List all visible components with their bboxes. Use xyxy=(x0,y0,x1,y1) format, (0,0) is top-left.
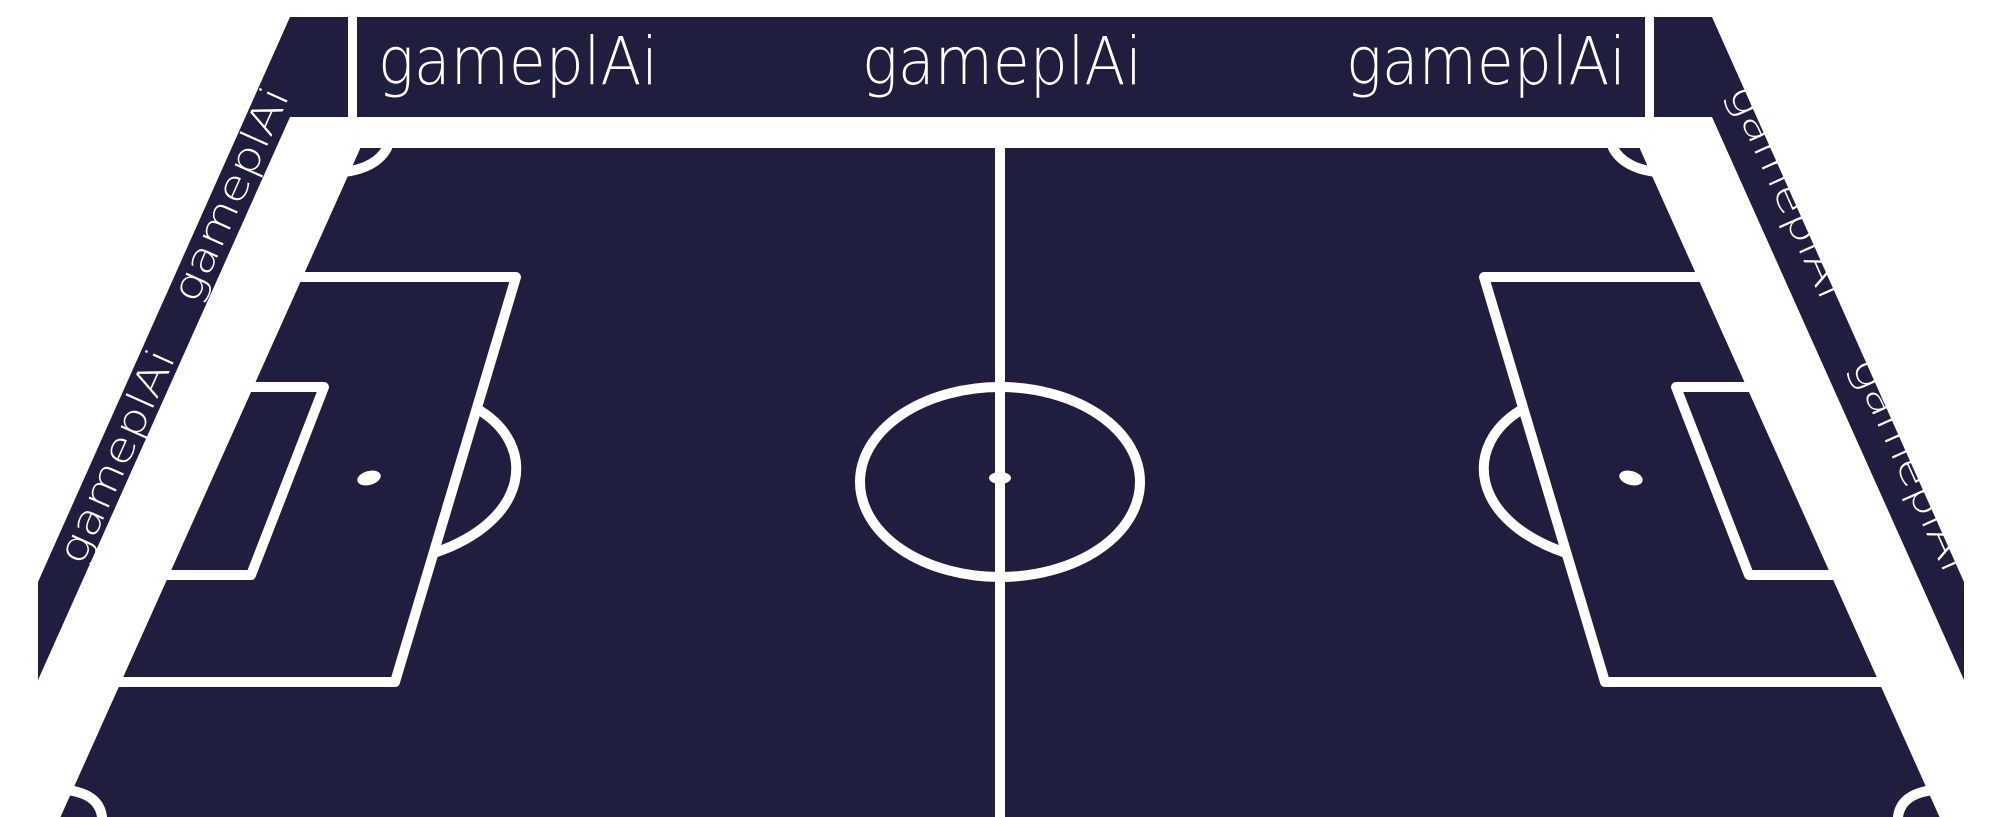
top-ad-wordmark-right: gameplAi xyxy=(1346,23,1626,100)
left-penalty-arc xyxy=(429,405,522,558)
left-goal-line xyxy=(50,143,360,817)
pitch-spots xyxy=(357,470,1643,486)
corner-arc-bottom-left xyxy=(61,785,107,817)
top-ad-board-main xyxy=(357,17,1645,117)
top-ad-board-right-wing xyxy=(1654,17,1712,117)
top-ad-wordmark-left: gameplAi xyxy=(378,23,658,100)
top-ad-board: gameplAi gameplAi gameplAi xyxy=(290,17,1712,117)
right-penalty-area xyxy=(1479,272,1888,687)
corner-arc-bottom-right xyxy=(1893,785,1939,817)
corner-arc-top-right xyxy=(1608,143,1662,177)
pitch-markings xyxy=(50,143,1950,817)
centre-circle xyxy=(855,382,1145,582)
right-penalty-arc xyxy=(1478,405,1571,558)
left-goal-area xyxy=(159,382,329,580)
top-ad-board-left-wing xyxy=(290,17,348,117)
right-penalty-spot xyxy=(1619,470,1643,486)
top-ad-wordmark-center: gameplAi xyxy=(862,23,1142,100)
left-ad-board-panel xyxy=(38,17,290,680)
centre-spot xyxy=(989,472,1011,484)
right-ad-board-panel xyxy=(1712,17,1964,680)
right-goal-line xyxy=(1640,143,1950,817)
corner-arc-top-left xyxy=(338,143,392,177)
left-penalty-spot xyxy=(357,470,381,486)
left-ad-wordmark-upper: gameplAi xyxy=(163,80,299,309)
left-ad-wordmark-lower: gameplAi xyxy=(49,342,185,571)
left-penalty-area xyxy=(112,272,521,687)
right-goal-area xyxy=(1671,382,1841,580)
